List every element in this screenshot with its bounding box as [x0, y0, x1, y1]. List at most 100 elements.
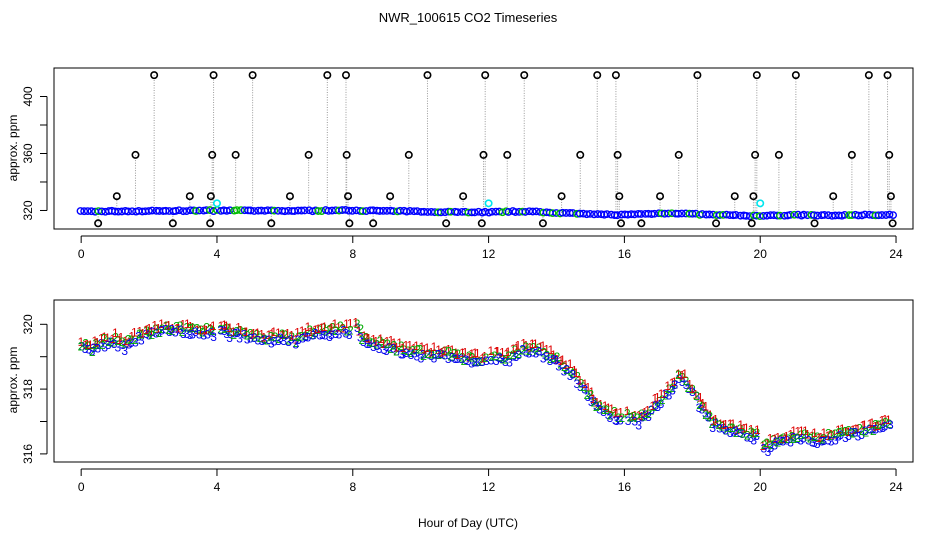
series-3-marker: 3: [585, 390, 592, 404]
series-3-marker: 3: [357, 330, 364, 344]
bottom-y-axis: 316 318 320: [21, 314, 48, 464]
series-1-marker: 1: [122, 334, 129, 348]
series-3-marker: 3: [510, 350, 517, 364]
baseline-marker: [597, 210, 606, 219]
baseline-marker: [402, 207, 411, 216]
series-3-marker: 3: [573, 377, 580, 391]
series-1-marker: 1: [689, 382, 696, 396]
series-2-marker: 2: [679, 371, 686, 385]
series-3-marker: 3: [319, 328, 326, 342]
series-1-marker: 1: [641, 405, 648, 419]
series-2-marker: 2: [665, 382, 672, 396]
series-1-marker: 1: [795, 425, 802, 439]
series-2-marker: 2: [879, 417, 886, 431]
series-2-marker: 2: [347, 323, 354, 337]
series-3-marker: 3: [877, 422, 884, 436]
series-2-marker: 2: [469, 351, 476, 365]
series-3-marker: 3: [150, 325, 157, 339]
series-1-marker: 1: [527, 341, 534, 355]
series-2-marker: 2: [849, 426, 856, 440]
series-2-marker: 2: [398, 339, 405, 353]
baseline-marker: [250, 207, 259, 215]
series-3-marker: 3: [543, 349, 550, 363]
series-3-marker: 3: [120, 338, 127, 352]
series-3-marker: 3: [326, 330, 333, 344]
series-2-marker: 2: [533, 344, 540, 358]
series-3-marker: 3: [261, 333, 268, 347]
series-2-marker: 2: [320, 321, 327, 335]
series-3-marker: 3: [98, 336, 105, 350]
series-2-marker: 2: [547, 352, 554, 366]
baseline-marker: [634, 210, 643, 218]
series-1-marker: 1: [413, 339, 420, 353]
series-2-marker: 2: [672, 377, 679, 391]
series-3-marker: 3: [696, 401, 703, 415]
series-1-marker: 1: [624, 404, 631, 418]
series-3-marker: 3: [271, 334, 278, 348]
series-3-marker: 3: [536, 344, 543, 358]
series-2-marker: 2: [82, 337, 89, 351]
series-1-marker: 1: [879, 414, 886, 428]
series-2-marker: 2: [198, 323, 205, 337]
series-1-marker: 1: [632, 408, 639, 422]
series-2-marker: 2: [870, 424, 877, 438]
series-2-marker: 2: [872, 417, 879, 431]
series-1-marker: 1: [377, 332, 384, 346]
series-3-marker: 3: [236, 332, 243, 346]
series-2-marker: 2: [179, 325, 186, 339]
series-2-marker: 2: [461, 354, 468, 368]
baseline-marker: [161, 206, 170, 215]
series-3-marker: 3: [146, 328, 153, 342]
top-spike-markers: [94, 71, 897, 228]
series-2-marker: 2: [603, 403, 610, 417]
series-2-marker: 2: [763, 436, 770, 450]
series-3-marker: 3: [679, 375, 686, 389]
series-2-marker: 2: [828, 429, 835, 443]
series-3-marker: 3: [454, 352, 461, 366]
series-1-marker: 1: [571, 364, 578, 378]
series-3-marker: 3: [383, 344, 390, 358]
series-1-marker: 1: [839, 422, 846, 436]
series-3-marker: 3: [852, 425, 859, 439]
series-2-marker: 2: [804, 429, 811, 443]
series-2-marker: 2: [94, 338, 101, 352]
baseline-marker: [420, 207, 428, 216]
bottom-x-tick-label: 8: [349, 480, 356, 494]
series-3-marker: 3: [722, 423, 729, 437]
series-3-marker: 3: [648, 403, 655, 417]
series-3-marker: 3: [431, 352, 438, 366]
series-3-marker: 3: [435, 348, 442, 362]
series-1-marker: 1: [384, 334, 391, 348]
series-2-marker: 2: [138, 327, 145, 341]
series-3-marker: 3: [705, 410, 712, 424]
series-3-marker: 3: [605, 408, 612, 422]
baseline-marker: [650, 209, 659, 218]
reference-marker: [484, 199, 493, 208]
series-3-marker: 3: [513, 350, 520, 364]
series-2-marker: 2: [298, 329, 305, 343]
series-3-marker: 3: [547, 354, 554, 368]
series-1-marker: 1: [218, 319, 225, 333]
series-1-marker: 1: [466, 351, 473, 365]
series-2-marker: 2: [744, 428, 751, 442]
baseline-marker: [558, 208, 567, 217]
series-1-marker: 1: [590, 392, 597, 406]
series-3-marker: 3: [247, 331, 254, 345]
series-3-marker: 3: [403, 346, 410, 360]
series-1-marker: 1: [237, 323, 244, 337]
series-3-marker: 3: [887, 418, 894, 432]
series-1-marker: 1: [869, 416, 876, 430]
series-1-marker: 1: [226, 321, 233, 335]
series-2-marker: 2: [526, 344, 533, 358]
series-1-marker: 1: [396, 336, 403, 350]
series-1-marker: 1: [424, 341, 431, 355]
series-2-marker: 2: [540, 346, 547, 360]
series-2-marker: 2: [693, 389, 700, 403]
baseline-marker: [144, 207, 153, 215]
series-1-marker: 1: [462, 346, 469, 360]
series-3-marker: 3: [820, 434, 827, 448]
series-2-marker: 2: [836, 425, 843, 439]
spike-marker: [503, 150, 512, 159]
series-3-marker: 3: [138, 334, 145, 348]
series-3-marker: 3: [413, 350, 420, 364]
